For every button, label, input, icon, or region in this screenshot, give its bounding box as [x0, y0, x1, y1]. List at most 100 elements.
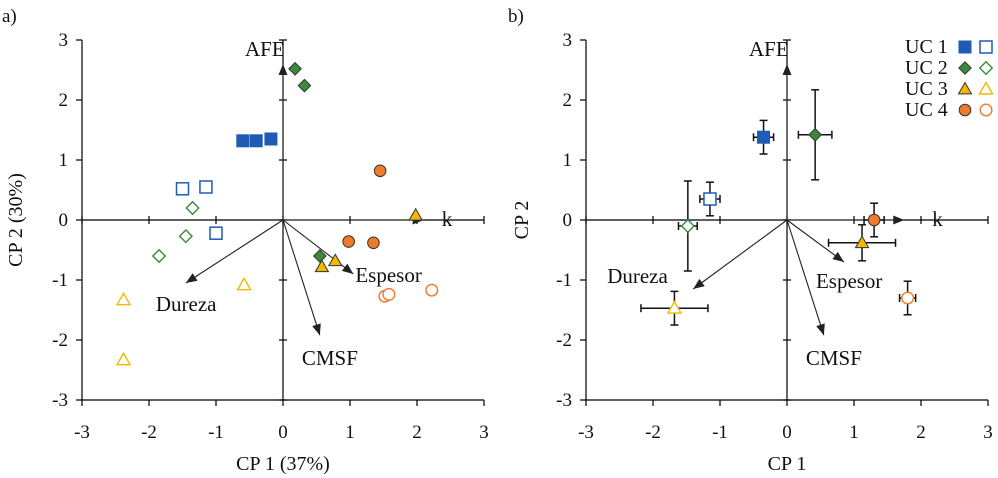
x-tick-label: -1	[208, 422, 224, 443]
legend-marker-open	[979, 40, 993, 54]
y-tick-label: -1	[556, 270, 572, 291]
y-tick-label: -3	[556, 390, 572, 411]
vector-label: CMSF	[302, 346, 358, 370]
loading-vector: k	[283, 207, 453, 231]
y-axis-title: CP 2 (30%)	[5, 173, 27, 267]
legend-marker-open	[978, 81, 994, 95]
y-tick-label: 0	[59, 210, 69, 231]
vector-arrowhead	[832, 251, 844, 262]
data-point-uc1-filled	[757, 130, 771, 144]
legend-label: UC 4	[905, 99, 948, 121]
data-point-uc3-filled	[327, 253, 343, 267]
data-point-uc1-filled	[236, 134, 250, 148]
loading-vector: k	[787, 207, 943, 231]
x-tick-label: 0	[782, 422, 792, 443]
loading-vector: CMSF	[282, 219, 358, 370]
data-point-uc2-filled	[312, 249, 327, 263]
x-tick-label: 1	[345, 422, 355, 443]
legend-marker-filled	[958, 40, 972, 54]
y-tick-label: 3	[563, 30, 573, 51]
x-axis-title: CP 1 (37%)	[236, 453, 330, 475]
vector-label: k	[932, 207, 943, 231]
legend-entry-uc3: UC 3	[905, 78, 994, 100]
vector-arrowhead	[893, 215, 905, 225]
vector-line	[692, 219, 788, 290]
loading-vector: Dureza	[607, 219, 788, 290]
y-tick-label: 1	[59, 150, 69, 171]
vector-label: AFE	[245, 37, 285, 61]
panel-label: b)	[508, 6, 524, 27]
x-tick-label: -2	[141, 422, 157, 443]
legend: UC 1UC 2UC 3UC 4	[905, 36, 994, 121]
legend-marker-open	[978, 60, 994, 76]
vector-arrowhead	[185, 273, 198, 283]
x-tick-label: 3	[479, 422, 489, 443]
y-tick-label: -2	[556, 330, 572, 351]
loading-vector: Dureza	[156, 219, 284, 316]
data-point-uc1-open	[703, 192, 717, 206]
series-uc1	[699, 119, 775, 217]
loading-vector: CMSF	[786, 219, 862, 370]
y-tick-label: -1	[52, 270, 68, 291]
series-uc4	[863, 202, 917, 316]
data-point-uc3-open	[236, 276, 252, 291]
vector-arrowhead	[816, 323, 825, 336]
x-tick-label: 0	[278, 422, 288, 443]
y-axis-title: CP 2	[511, 201, 533, 240]
x-tick-label: -2	[645, 422, 661, 443]
vector-label: Dureza	[607, 264, 668, 288]
legend-label: UC 3	[905, 78, 948, 100]
y-tick-label: 2	[563, 90, 573, 111]
data-point-uc1-open	[199, 180, 213, 194]
vector-line	[185, 219, 284, 284]
data-point-uc4-open	[901, 291, 915, 305]
data-point-uc4-open	[382, 287, 396, 301]
loading-vector: Espesor	[282, 219, 422, 287]
data-point-uc4-filled	[373, 164, 387, 178]
data-point-uc2-open	[680, 218, 696, 234]
data-point-uc2-filled	[808, 127, 823, 142]
y-tick-label: 3	[59, 30, 69, 51]
data-point-uc4-filled	[367, 236, 380, 250]
legend-label: UC 1	[905, 36, 948, 58]
loading-vector: AFE	[245, 37, 288, 220]
vector-label: CMSF	[806, 346, 862, 370]
data-point-uc1-open	[209, 226, 223, 240]
x-axis-title: CP 1	[768, 453, 807, 475]
legend-entry-uc1: UC 1	[905, 36, 993, 58]
y-tick-label: -2	[52, 330, 68, 351]
legend-marker-filled	[958, 103, 972, 117]
data-point-uc2-filled	[288, 61, 302, 76]
x-tick-label: -3	[74, 422, 90, 443]
data-point-uc3-filled	[314, 259, 330, 273]
x-tick-label: 2	[916, 422, 926, 443]
series-uc3	[640, 224, 897, 326]
vector-line	[282, 219, 321, 336]
vector-label: AFE	[749, 37, 789, 61]
y-tick-label: 1	[563, 150, 573, 171]
x-tick-label: 2	[412, 422, 422, 443]
data-point-uc3-open	[115, 291, 132, 306]
data-point-uc4-filled	[867, 213, 881, 227]
vector-arrowhead	[312, 323, 321, 336]
data-point-uc3-open	[115, 351, 132, 366]
series-uc3	[115, 207, 424, 366]
data-point-uc2-filled	[297, 78, 312, 93]
legend-marker-filled	[957, 81, 973, 95]
data-point-uc3-filled	[854, 235, 870, 249]
vector-arrowhead	[782, 64, 792, 75]
panel-b: b) -3 -2 -1 0 1 2 3 -3 -2 -1 0 1 2 3 CP 1 CP 2 AFE k Espeso…	[508, 6, 994, 475]
data-point-uc1-filled	[264, 132, 278, 146]
series-uc4	[342, 164, 439, 303]
data-point-uc3-filled	[408, 207, 424, 221]
legend-marker-open	[979, 103, 993, 117]
vector-label: Espesor	[355, 263, 422, 287]
data-point-uc2-open	[185, 200, 200, 216]
vector-arrowhead	[693, 278, 705, 289]
series-uc2	[677, 89, 833, 272]
vector-label: Dureza	[156, 292, 217, 316]
x-tick-label: 3	[983, 422, 993, 443]
panel-label: a)	[2, 6, 17, 27]
data-point-uc1-open	[175, 182, 190, 196]
